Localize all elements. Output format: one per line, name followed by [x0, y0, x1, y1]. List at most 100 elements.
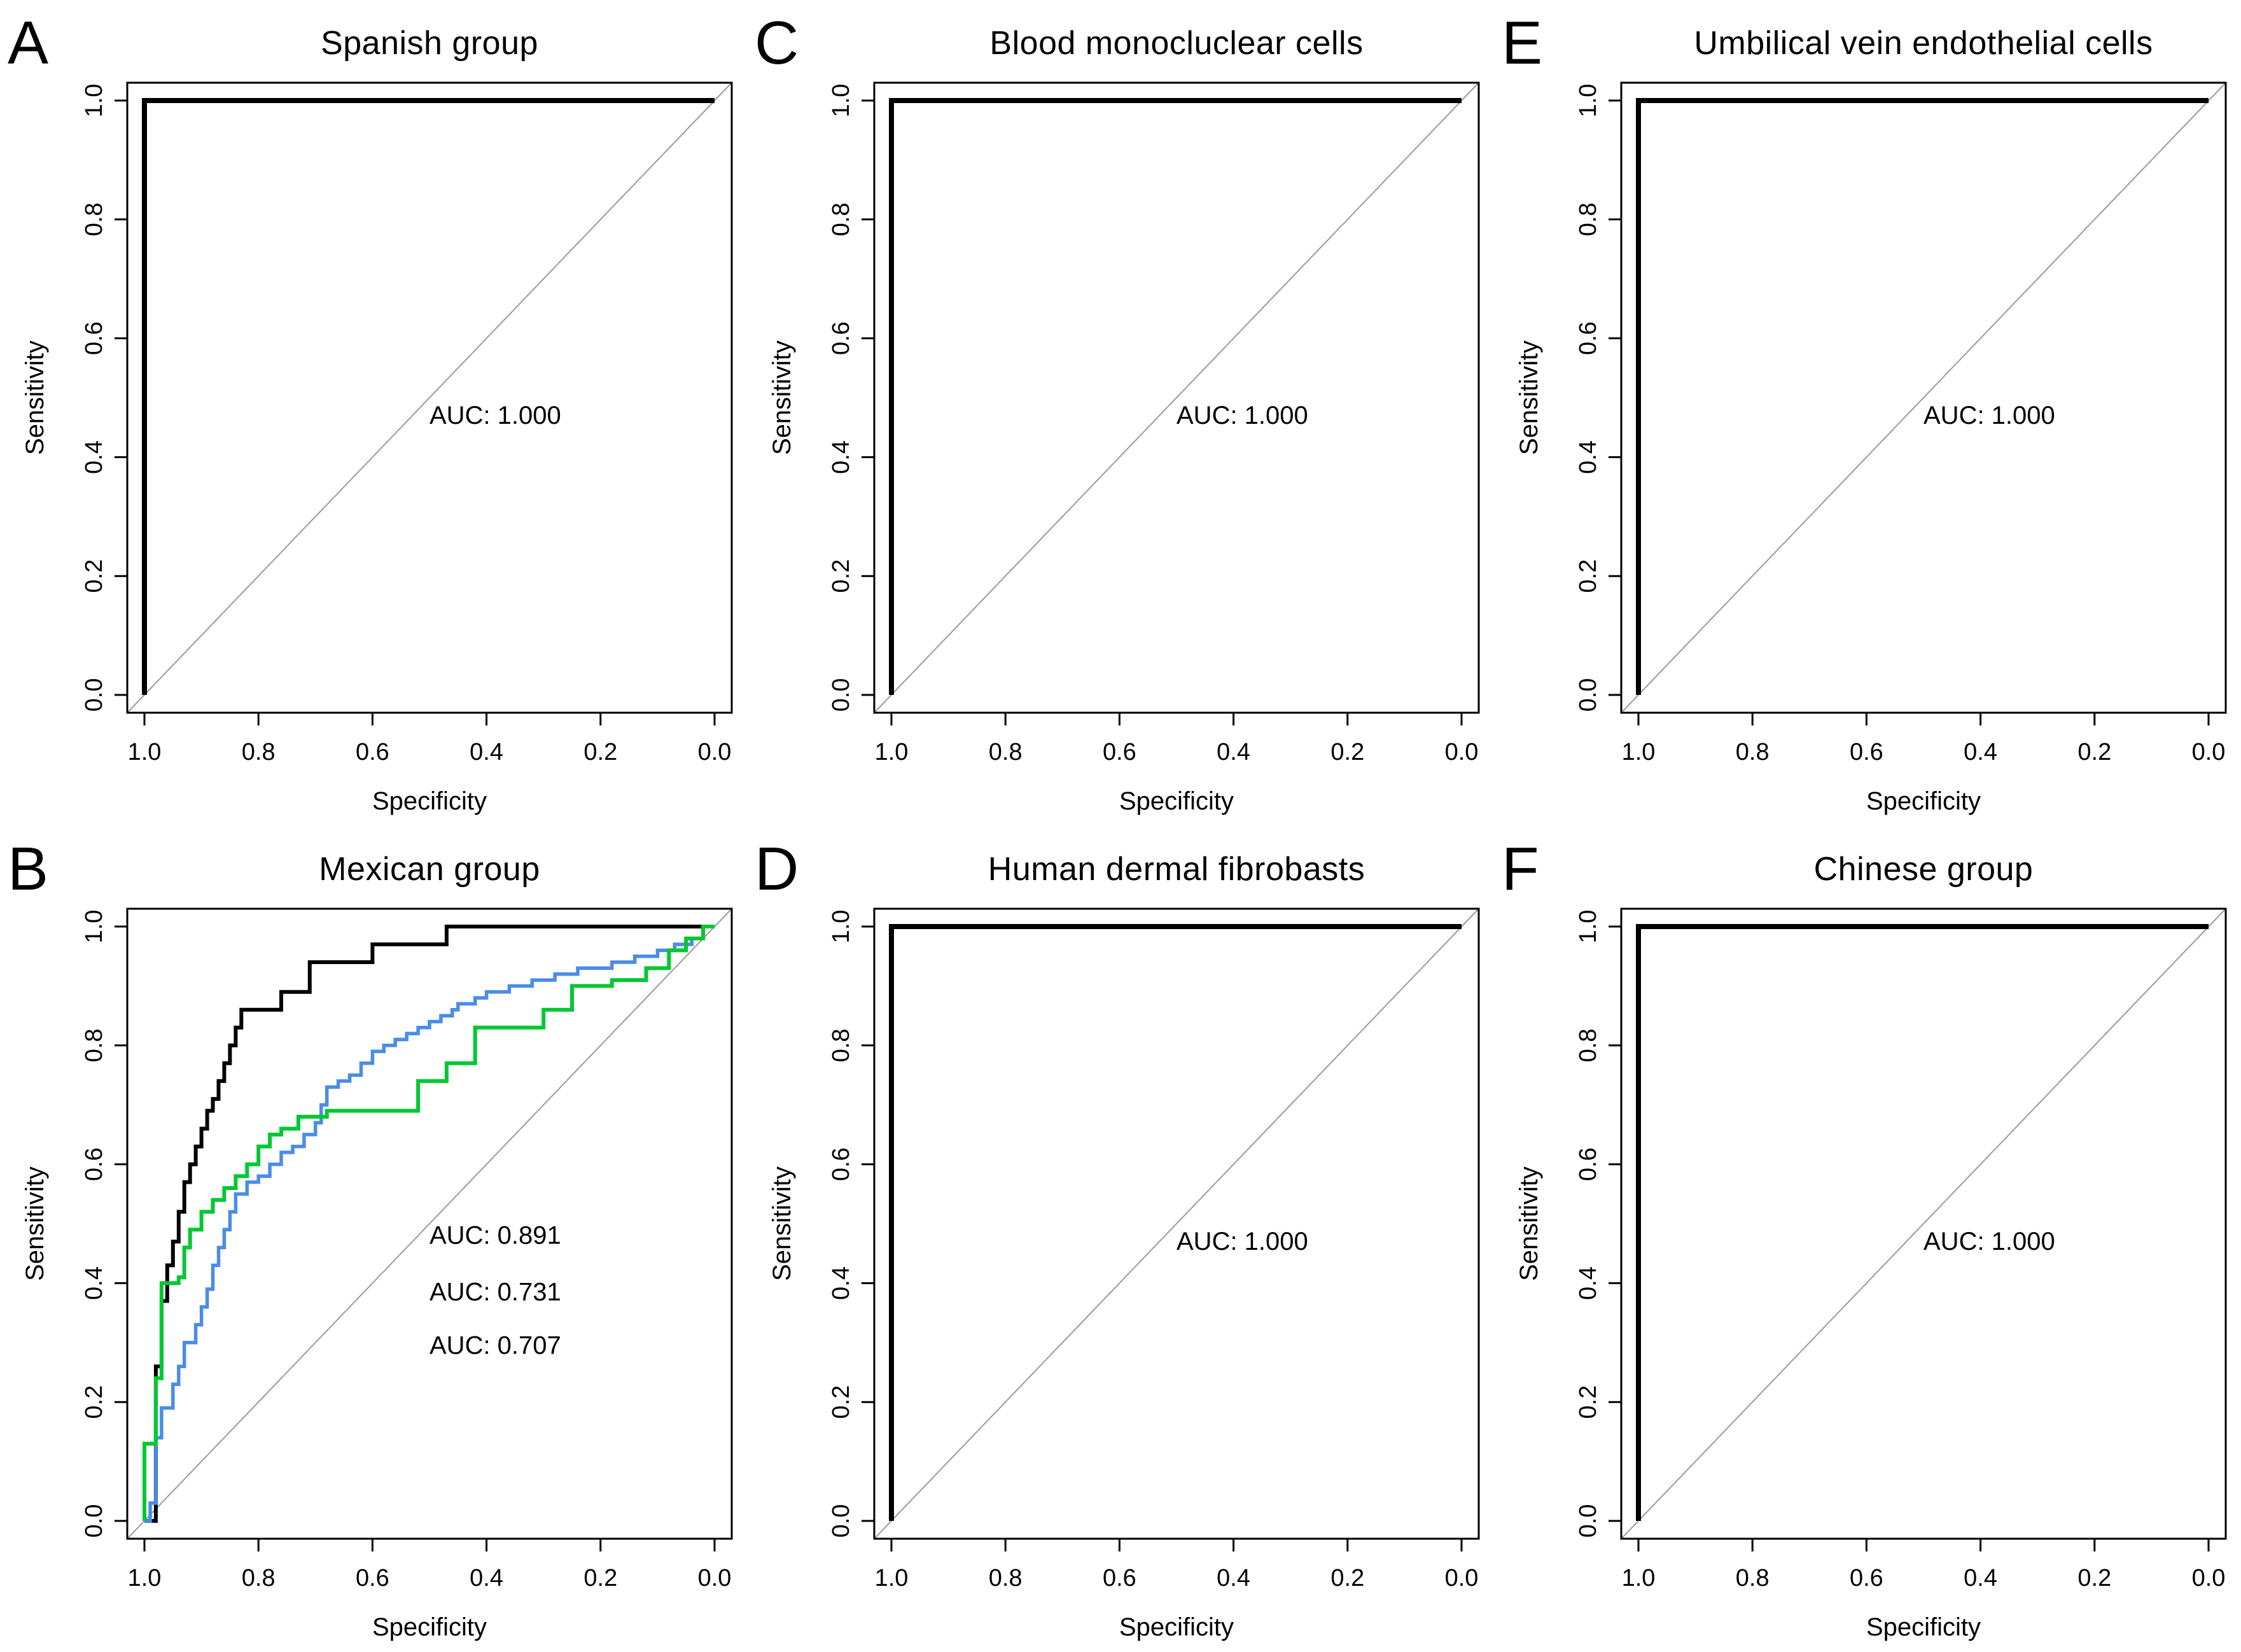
panel-letter: C [755, 9, 799, 77]
auc-annotation: AUC: 0.891 [429, 1222, 561, 1250]
roc-panel-f: F Chinese group 1.0 0.8 0.6 0.4 0.2 0.0 0.0 0.2… [1502, 835, 2227, 1641]
x-axis-title: Specificity [1119, 787, 1234, 815]
y-axis-title: Sensitivity [21, 1166, 49, 1281]
y-tick-label: 0.8 [1575, 1028, 1602, 1062]
auc-annotation: AUC: 1.000 [429, 402, 561, 430]
x-axis-title: Specificity [1866, 787, 1981, 815]
y-tick-label: 0.8 [828, 1028, 855, 1062]
x-tick-label: 0.2 [2077, 1565, 2111, 1592]
x-tick-label: 0.8 [1736, 1565, 1770, 1592]
x-axis-title: Specificity [372, 1613, 487, 1641]
auc-annotation: AUC: 1.000 [1923, 1228, 2055, 1256]
y-tick-label: 0.0 [81, 678, 108, 712]
x-tick-label: 0.4 [1217, 1565, 1250, 1592]
y-tick-label: 0.6 [1575, 1147, 1602, 1181]
x-tick-label: 1.0 [875, 739, 909, 766]
x-tick-label: 0.0 [1445, 739, 1479, 766]
plot-area: 1.0 0.8 0.6 0.4 0.2 0.0 0.0 0.2 0.4 0.6 0.8 1.0 AUC:… [828, 907, 1480, 1592]
panel-title: Blood monocluclear cells [989, 25, 1363, 62]
roc-curve-roc-blue [144, 925, 715, 1523]
x-axis-title: Specificity [372, 787, 487, 815]
y-tick-label: 1.0 [81, 910, 108, 944]
y-axis-title: Sensitivity [768, 1166, 796, 1281]
x-tick-label: 0.6 [1850, 739, 1883, 766]
roc-curve-roc-black [1636, 924, 2209, 1521]
plot-area: 1.0 0.8 0.6 0.4 0.2 0.0 0.0 0.2 0.4 0.6 0.8 1.0 AUC:… [1575, 907, 2227, 1592]
roc-curve-roc-green [143, 925, 715, 1521]
panel-title: Umbilical vein endothelial cells [1694, 25, 2153, 62]
y-tick-label: 0.4 [81, 1266, 108, 1300]
y-tick-label: 1.0 [1575, 910, 1602, 944]
y-tick-label: 0.8 [1575, 202, 1602, 236]
panel-title: Human dermal fibrobasts [988, 851, 1365, 888]
plot-box [1620, 907, 2227, 1540]
y-tick-label: 0.0 [81, 1504, 108, 1538]
plot-area: 1.0 0.8 0.6 0.4 0.2 0.0 0.0 0.2 0.4 0.6 0.8 1.0 AUC:… [1575, 81, 2227, 766]
x-tick-label: 0.2 [1330, 739, 1364, 766]
y-tick-label: 0.4 [1575, 1266, 1602, 1300]
y-tick-label: 0.4 [828, 440, 855, 474]
y-tick-label: 0.2 [828, 559, 855, 593]
y-tick-label: 0.0 [1575, 1504, 1602, 1538]
plot-area: 1.0 0.8 0.6 0.4 0.2 0.0 0.0 0.2 0.4 0.6 0.8 1.0 AUC:… [81, 907, 733, 1592]
x-tick-label: 1.0 [128, 739, 162, 766]
roc-curve-roc-black [1636, 98, 2209, 695]
diagonal-reference-line [1621, 908, 2226, 1539]
plot-box [873, 907, 1480, 1540]
plot-box [1620, 81, 2227, 714]
y-tick-label: 1.0 [1575, 84, 1602, 118]
y-tick-label: 0.0 [1575, 678, 1602, 712]
y-tick-label: 0.6 [828, 321, 855, 355]
x-axis-title: Specificity [1119, 1613, 1234, 1641]
x-tick-label: 0.2 [1330, 1565, 1364, 1592]
x-tick-label: 0.4 [1964, 739, 1997, 766]
x-tick-label: 1.0 [1622, 1565, 1656, 1592]
roc-panel-b: B Mexican group 1.0 0.8 0.6 0.4 0.2 0.0 0.0 0.2… [8, 835, 733, 1641]
y-tick-label: 0.4 [81, 440, 108, 474]
y-axis-title: Sensitivity [1515, 340, 1543, 455]
y-tick-label: 0.8 [81, 1028, 108, 1062]
auc-annotation: AUC: 1.000 [1176, 402, 1308, 430]
plot-box [126, 907, 733, 1540]
panel-title: Spanish group [321, 25, 538, 62]
y-axis-title: Sensitivity [1515, 1166, 1543, 1281]
x-tick-label: 0.6 [1850, 1565, 1883, 1592]
y-tick-label: 0.8 [828, 202, 855, 236]
y-tick-label: 0.2 [1575, 559, 1602, 593]
roc-panel-e: E Umbilical vein endothelial cells 1.0 0.… [1502, 9, 2227, 815]
x-tick-label: 0.8 [1736, 739, 1770, 766]
roc-panel-c: C Blood monocluclear cells 1.0 0.8 0.6 0.4 0… [755, 9, 1480, 815]
x-tick-label: 0.4 [470, 1565, 503, 1592]
y-tick-label: 0.6 [828, 1147, 855, 1181]
panel-title: Mexican group [319, 851, 540, 888]
y-tick-label: 0.2 [81, 1385, 108, 1419]
panel-title: Chinese group [1814, 851, 2034, 888]
x-tick-label: 0.8 [989, 739, 1023, 766]
y-tick-label: 0.6 [1575, 321, 1602, 355]
y-tick-label: 0.2 [81, 559, 108, 593]
y-tick-label: 0.2 [1575, 1385, 1602, 1419]
x-tick-label: 0.6 [356, 1565, 389, 1592]
y-tick-label: 0.0 [828, 678, 855, 712]
x-tick-label: 1.0 [128, 1565, 162, 1592]
diagonal-reference-line [127, 82, 732, 713]
y-tick-label: 0.4 [828, 1266, 855, 1300]
panel-letter: E [1502, 9, 1542, 77]
x-tick-label: 0.6 [356, 739, 389, 766]
roc-curve-roc-black [889, 98, 1462, 695]
y-tick-label: 0.0 [828, 1504, 855, 1538]
roc-curve-roc-black [142, 98, 715, 695]
x-tick-label: 1.0 [875, 1565, 909, 1592]
auc-annotation: AUC: 0.707 [429, 1331, 561, 1359]
x-tick-label: 0.4 [1964, 1565, 1997, 1592]
plot-box [873, 81, 1480, 714]
roc-panel-d: D Human dermal fibrobasts 1.0 0.8 0.6 0.4 0.… [755, 835, 1480, 1641]
diagonal-reference-line [127, 908, 732, 1539]
x-tick-label: 0.0 [1445, 1565, 1479, 1592]
x-tick-label: 0.6 [1103, 1565, 1136, 1592]
x-tick-label: 0.2 [583, 1565, 617, 1592]
x-tick-label: 0.0 [698, 1565, 732, 1592]
panel-letter: D [755, 835, 799, 903]
x-axis-title: Specificity [1866, 1613, 1981, 1641]
plot-area: 1.0 0.8 0.6 0.4 0.2 0.0 0.0 0.2 0.4 0.6 0.8 1.0 AUC:… [81, 81, 733, 766]
